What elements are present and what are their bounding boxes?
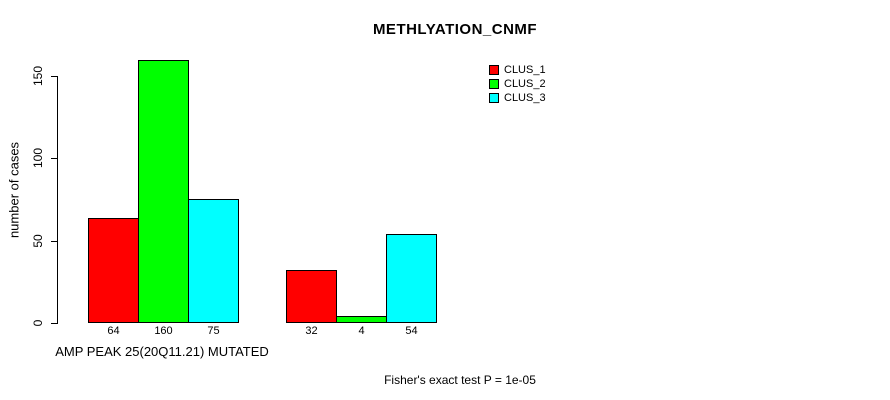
y-axis-tick-label: 150 bbox=[31, 65, 45, 87]
legend-swatch-icon bbox=[489, 65, 499, 75]
legend: CLUS_1 CLUS_2 CLUS_3 bbox=[489, 63, 546, 105]
bar-clus-3 bbox=[188, 199, 239, 323]
legend-item: CLUS_2 bbox=[489, 77, 546, 91]
y-axis-line bbox=[57, 76, 58, 324]
fisher-test-annotation: Fisher's exact test P = 1e-05 bbox=[384, 373, 536, 387]
chart-title: METHLYATION_CNMF bbox=[372, 21, 538, 38]
y-axis-tick bbox=[51, 158, 58, 159]
legend-label: CLUS_1 bbox=[504, 63, 546, 76]
legend-label: CLUS_3 bbox=[504, 91, 546, 104]
y-axis-tick bbox=[51, 323, 58, 324]
y-axis-tick bbox=[51, 76, 58, 77]
legend-label: CLUS_2 bbox=[504, 77, 546, 90]
bar-clus-2 bbox=[336, 316, 387, 323]
y-axis-tick-label: 100 bbox=[31, 147, 45, 169]
y-axis-tick-label: 0 bbox=[31, 319, 45, 327]
bar-clus-2 bbox=[138, 60, 189, 323]
legend-item: CLUS_3 bbox=[489, 91, 546, 105]
bar-value-label: 160 bbox=[154, 325, 173, 337]
bar-value-label: 54 bbox=[405, 325, 418, 337]
bar-clus-1 bbox=[88, 218, 139, 323]
bar-value-label: 4 bbox=[358, 325, 365, 337]
bar-clus-3 bbox=[386, 234, 437, 323]
legend-swatch-icon bbox=[489, 79, 499, 89]
legend-swatch-icon bbox=[489, 93, 499, 103]
x-axis-label: AMP PEAK 25(20Q11.21) MUTATED bbox=[55, 344, 269, 359]
y-axis-tick bbox=[51, 241, 58, 242]
bar-clus-1 bbox=[286, 270, 337, 323]
bar-value-label: 64 bbox=[107, 325, 120, 337]
bar-value-label: 32 bbox=[305, 325, 318, 337]
bar-value-label: 75 bbox=[207, 325, 220, 337]
y-axis-label: number of cases bbox=[6, 141, 22, 239]
legend-item: CLUS_1 bbox=[489, 63, 546, 77]
y-axis-tick-label: 50 bbox=[31, 234, 45, 248]
